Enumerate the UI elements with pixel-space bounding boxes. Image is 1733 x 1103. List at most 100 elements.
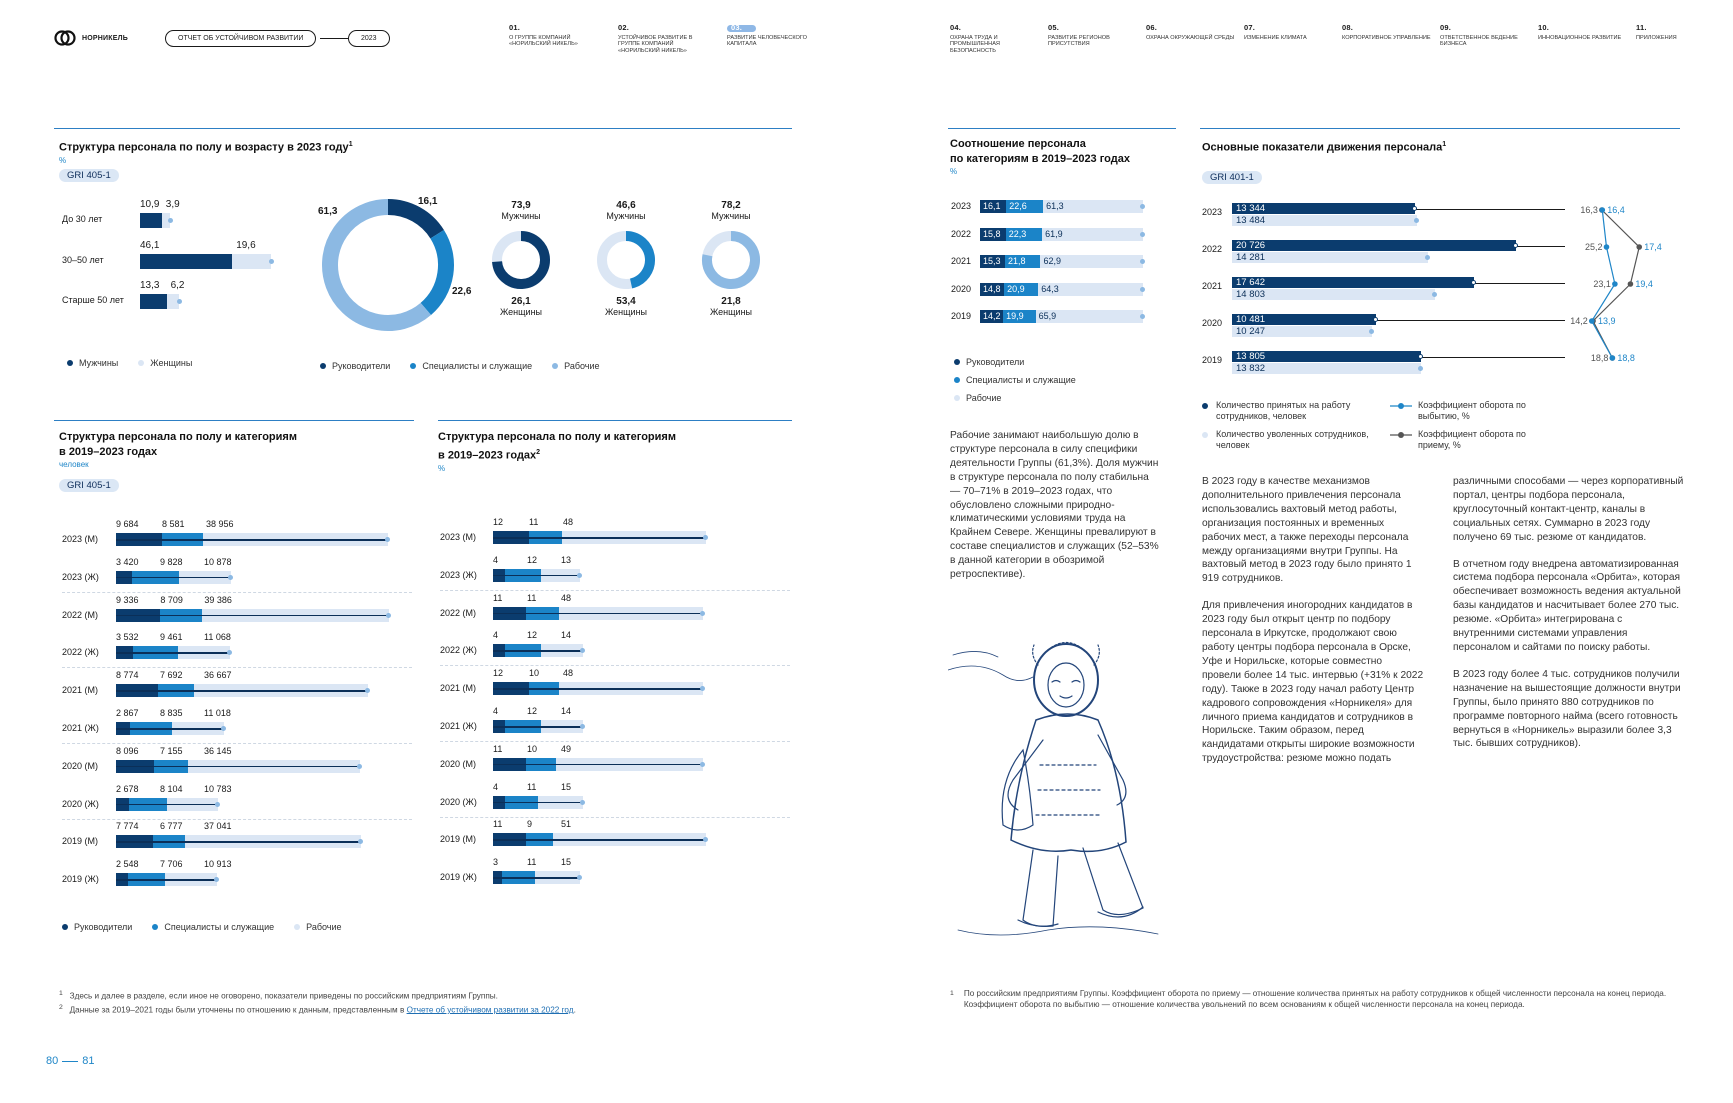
bar-axis-line xyxy=(116,614,387,617)
bar-end-dot xyxy=(177,299,182,304)
value-label: 11 068 xyxy=(204,632,231,643)
hired-leader-line xyxy=(1375,320,1565,321)
hired-leader-line xyxy=(1421,357,1565,358)
nav-item-7[interactable]: 07. Изменение климата xyxy=(1244,24,1334,41)
turnover-exit-label: 16,3 xyxy=(1580,205,1598,215)
value-label: 14,8 xyxy=(983,283,1001,294)
nav-label: Устойчивое развитие в Группе компаний «Н… xyxy=(618,34,693,54)
value-label: 11 xyxy=(493,743,503,754)
bar-end-dot xyxy=(1413,218,1419,223)
cat-abs-title: Структура персонала по полу и категориям… xyxy=(59,431,297,458)
nav-item-5[interactable]: 05. Развитие регионов присутствия xyxy=(1048,24,1138,48)
bar-axis-line xyxy=(493,612,701,615)
nav-item-1[interactable]: 01. О Группе компаний «Норильский никель» xyxy=(509,23,599,48)
row-separator xyxy=(62,818,412,820)
cat-pct-unit: % xyxy=(438,463,446,473)
age-row-label: Старше 50 лет xyxy=(62,295,124,305)
row-separator xyxy=(440,589,790,591)
value-label: 12 xyxy=(527,706,538,716)
page-left: 80 xyxy=(46,1055,59,1067)
row-separator xyxy=(440,741,790,742)
pie-women-value: 26,1 xyxy=(511,296,531,307)
turnover-hire-line-point xyxy=(1588,318,1595,324)
bar-managers xyxy=(980,310,1004,323)
value-label: 11 xyxy=(493,819,503,830)
ratio-unit: % xyxy=(950,167,958,176)
value-label: 8 774 xyxy=(116,670,139,681)
gri-badge: GRI 405-1 xyxy=(59,479,119,492)
turnover-hire-label: 16,4 xyxy=(1607,205,1625,215)
nav-item-11[interactable]: 11. Приложения xyxy=(1636,24,1726,41)
bar-managers xyxy=(980,282,1005,296)
pie-men-slice xyxy=(625,231,655,289)
bar-end-dot xyxy=(700,686,705,692)
cat-abs-header: Структура персонала по полу и категориям… xyxy=(59,430,297,493)
value-label: 39 386 xyxy=(204,594,232,605)
company-logo[interactable]: НОРНИКЕЛЬ xyxy=(54,30,128,46)
gender-pie xyxy=(492,231,550,289)
bar-end-dot xyxy=(227,574,233,580)
nav-item-2[interactable]: 02. Устойчивое развитие в Группе компаний… xyxy=(618,24,708,54)
nav-item-4[interactable]: 04. Охрана труда и промышленная безопасно… xyxy=(950,24,1040,54)
nav-number: 10. xyxy=(1538,24,1628,35)
nav-label: Ответственное ведение бизнеса xyxy=(1440,34,1518,48)
year-label: 2021 xyxy=(1202,281,1223,291)
category-donut xyxy=(322,199,454,331)
movement-title: Основные показатели движения персонала1 xyxy=(1202,141,1447,154)
northern-woman-illustration xyxy=(948,641,1159,936)
row-separator xyxy=(62,667,412,669)
legend-hired: Количество принятых на работу сотруднико… xyxy=(1202,400,1382,422)
value-label: 48 xyxy=(561,592,572,603)
bar-hired xyxy=(1232,277,1474,288)
value-label: 9 828 xyxy=(160,556,183,567)
bar-managers xyxy=(980,255,1005,268)
gender-pie xyxy=(702,231,760,289)
value-label: 61,9 xyxy=(1045,228,1063,239)
value-label: 8 709 xyxy=(160,594,183,605)
nav-item-3[interactable]: 03. Развитие человеческого капитала xyxy=(727,24,817,48)
bar-axis-line xyxy=(116,576,229,579)
legend-women: Женщины xyxy=(138,358,192,368)
value-label: 64,3 xyxy=(1041,283,1059,294)
nav-item-8[interactable]: 08. Корпоративное управление xyxy=(1342,24,1432,41)
row-separator xyxy=(440,665,790,667)
value-label: 10 xyxy=(529,668,540,679)
donut-label-specialists: 22,6 xyxy=(452,286,472,297)
report-2022-link[interactable]: Отчете об устойчивом развитии за 2022 го… xyxy=(406,1005,574,1015)
line-marker-icon xyxy=(1390,403,1412,409)
bar-men xyxy=(140,213,162,228)
nav-item-9[interactable]: 09. Ответственное ведение бизнеса xyxy=(1440,24,1530,48)
text-col-1: В 2023 году в качестве механизмов дополн… xyxy=(1202,475,1424,779)
bar-axis-line xyxy=(116,841,360,843)
value-label: 20,9 xyxy=(1007,283,1025,294)
value-men: 46,1 xyxy=(140,240,160,251)
nav-number-text: 01. xyxy=(509,23,521,32)
row-label: 2022 (Ж) xyxy=(62,647,99,658)
value-label: 65,9 xyxy=(1038,311,1057,321)
gri-badge: GRI 401-1 xyxy=(1202,170,1262,184)
turnover-exit-label: 14,2 xyxy=(1570,316,1588,326)
donut-slice xyxy=(322,199,432,331)
turnover-hire-line-point xyxy=(1612,281,1618,287)
value-left: 13 484 xyxy=(1236,215,1266,226)
bar-axis-line xyxy=(493,650,581,652)
value-label: 8 581 xyxy=(161,519,185,529)
paragraph: Для привлечения иногородних кандидатов в… xyxy=(1202,600,1424,765)
value-label: 8 096 xyxy=(116,745,139,756)
nav-item-6[interactable]: 06. Охрана окружающей среды xyxy=(1146,24,1236,41)
donut-label-workers: 61,3 xyxy=(318,206,338,217)
turnover-exit-label: 23,1 xyxy=(1593,279,1611,289)
nav-number: 08. xyxy=(1342,24,1432,35)
paragraph: различными способами — через корпоративн… xyxy=(1453,476,1684,543)
nav-number: 03. xyxy=(727,24,817,35)
turnover-line-chart: 16,3 16,4 25,2 17,4 23,1 19,4 14,2 13,9 18,8 18,8 xyxy=(1570,205,1662,363)
value-label: 36 667 xyxy=(204,670,232,681)
text-col-2: различными способами — через корпоративн… xyxy=(1453,475,1685,764)
bar-end-dot xyxy=(700,761,705,767)
paragraph: В 2023 году более 4 тыс. сотрудников пол… xyxy=(1453,668,1681,750)
year-pill[interactable]: 2023 xyxy=(348,30,390,47)
ratio-title: Соотношение персонала по категориям в 201… xyxy=(950,138,1130,165)
nav-item-10[interactable]: 10. Инновационное развитие xyxy=(1538,24,1628,41)
value-label: 6 777 xyxy=(160,821,183,832)
report-title-pill[interactable]: ОТЧЕТ ОБ УСТОЙЧИВОМ РАЗВИТИИ xyxy=(165,30,317,47)
